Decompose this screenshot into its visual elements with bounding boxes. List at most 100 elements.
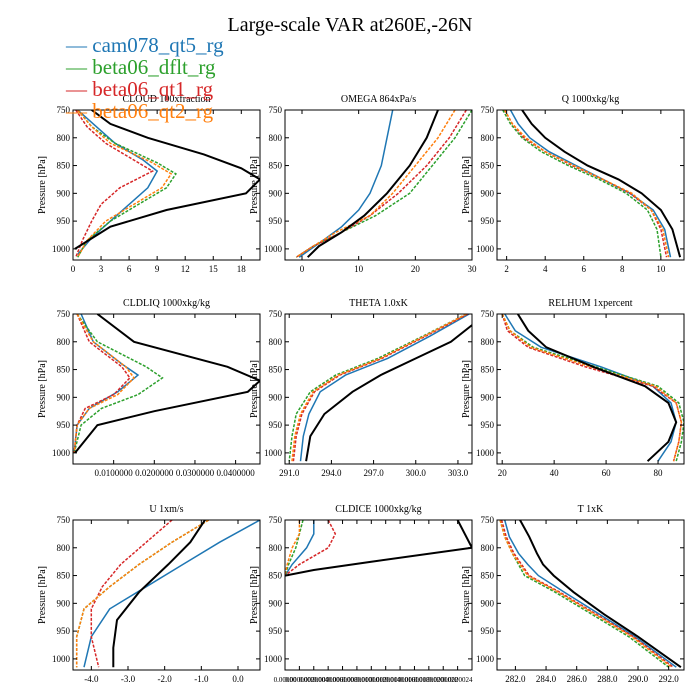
x-tick-label: 0.0000018 bbox=[400, 676, 430, 684]
series-line-observed bbox=[285, 520, 472, 577]
y-tick-label: 850 bbox=[481, 161, 495, 171]
y-tick-label: 850 bbox=[269, 365, 283, 375]
x-tick-label: 288.0 bbox=[597, 674, 618, 684]
x-tick-label: 282.0 bbox=[505, 674, 526, 684]
x-tick-label: 2 bbox=[504, 264, 509, 274]
y-axis-label: Pressure [hPa] bbox=[249, 566, 260, 624]
x-tick-label: 0 bbox=[71, 264, 76, 274]
x-tick-label: 294.0 bbox=[321, 468, 342, 478]
y-tick-label: 1000 bbox=[476, 448, 495, 458]
plot-frame bbox=[72, 109, 261, 261]
x-tick-label: 0.0000008 bbox=[328, 676, 358, 684]
y-tick-label: 950 bbox=[481, 626, 495, 636]
y-tick-label: 900 bbox=[481, 188, 495, 198]
series-line-beta06_qt2_rg bbox=[77, 110, 173, 258]
y-tick-label: 1000 bbox=[52, 654, 71, 664]
plot-frame bbox=[496, 519, 685, 671]
series-line-observed bbox=[74, 110, 260, 250]
series-line-beta06_qt1_rg bbox=[295, 110, 467, 258]
series-line-observed bbox=[112, 520, 206, 668]
x-tick-label: 303.0 bbox=[448, 468, 469, 478]
series-line-observed bbox=[74, 314, 260, 454]
x-tick-label: 6 bbox=[127, 264, 132, 274]
y-tick-label: 900 bbox=[269, 188, 283, 198]
legend-entry-cam078: — cam078_qt5_rg bbox=[66, 33, 224, 57]
x-tick-label: -2.0 bbox=[158, 674, 173, 684]
series-line-beta06_dflt_rg bbox=[77, 110, 177, 258]
x-tick-label: -3.0 bbox=[121, 674, 136, 684]
x-tick-label: 0.0000020 bbox=[414, 676, 444, 684]
x-tick-label: 284.0 bbox=[536, 674, 557, 684]
x-tick-label: 4 bbox=[543, 264, 548, 274]
figure-title: Large-scale VAR at260E,-26N bbox=[227, 14, 473, 36]
y-tick-label: 950 bbox=[57, 420, 71, 430]
y-tick-label: 800 bbox=[269, 133, 283, 143]
plot-frame bbox=[496, 313, 685, 465]
y-tick-label: 850 bbox=[57, 365, 71, 375]
x-tick-label: 0.0 bbox=[232, 674, 244, 684]
x-tick-label: 10 bbox=[656, 264, 666, 274]
panel-title: T 1xK bbox=[578, 504, 604, 515]
x-tick-label: 60 bbox=[602, 468, 612, 478]
series-line-cam078_qt5_rg bbox=[503, 520, 677, 668]
x-tick-label: 0.0000010 bbox=[342, 676, 372, 684]
series-line-beta06_qt2_rg bbox=[295, 110, 456, 258]
y-tick-label: 850 bbox=[269, 571, 283, 581]
series-line-beta06_qt1_rg bbox=[285, 520, 337, 577]
series-line-beta06_dflt_rg bbox=[73, 314, 164, 454]
panel-title: CLOUD 100xfraction bbox=[122, 94, 210, 105]
y-tick-label: 850 bbox=[57, 571, 71, 581]
x-tick-label: 0.0000006 bbox=[313, 676, 343, 684]
plot-frame bbox=[72, 519, 261, 671]
y-tick-label: 750 bbox=[269, 105, 283, 115]
series-line-beta06_qt1_rg bbox=[501, 314, 683, 462]
legend: — cam078_qt5_rg — beta06_dflt_rg — beta0… bbox=[66, 34, 224, 122]
x-tick-label: 0.0000012 bbox=[356, 676, 386, 684]
panel-title: THETA 1.0xK bbox=[349, 298, 408, 309]
y-tick-label: 750 bbox=[481, 105, 495, 115]
x-tick-label: 0 bbox=[300, 264, 305, 274]
series-line-beta06_dflt_rg bbox=[502, 110, 662, 258]
y-axis-label: Pressure [hPa] bbox=[461, 360, 472, 418]
y-tick-label: 800 bbox=[481, 543, 495, 553]
y-tick-label: 800 bbox=[57, 337, 71, 347]
series-line-beta06_qt1_rg bbox=[73, 314, 131, 453]
y-tick-label: 950 bbox=[269, 216, 283, 226]
x-tick-label: -1.0 bbox=[194, 674, 209, 684]
x-tick-label: 292.0 bbox=[659, 674, 680, 684]
y-tick-label: 1000 bbox=[476, 244, 495, 254]
y-tick-label: 800 bbox=[57, 543, 71, 553]
x-tick-label: 286.0 bbox=[567, 674, 588, 684]
y-tick-label: 800 bbox=[57, 133, 71, 143]
y-axis-label: Pressure [hPa] bbox=[461, 566, 472, 624]
x-tick-label: 291.0 bbox=[279, 468, 300, 478]
y-tick-label: 1000 bbox=[264, 448, 283, 458]
y-tick-label: 950 bbox=[481, 420, 495, 430]
legend-entry-beta06-qt2: — beta06_qt2_rg bbox=[66, 99, 214, 123]
x-tick-label: 6 bbox=[582, 264, 587, 274]
x-tick-label: 30 bbox=[468, 264, 478, 274]
series-line-beta06_dflt_rg bbox=[285, 520, 304, 576]
panel-8: 75080085090095010000.000000.00000020.000… bbox=[249, 504, 473, 684]
series-line-beta06_qt2_rg bbox=[285, 520, 301, 576]
series-line-cam078_qt5_rg bbox=[504, 314, 677, 462]
panel-7: 750 800 850 900 950 1000 -4.0 -3.0 -2.0 -1.0 0.0 U … bbox=[37, 504, 261, 684]
x-tick-label: 0.0100000 bbox=[95, 468, 134, 478]
series-line-beta06_qt2_rg bbox=[291, 314, 467, 462]
y-tick-label: 1000 bbox=[264, 654, 283, 664]
y-tick-label: 1000 bbox=[52, 448, 71, 458]
y-tick-label: 850 bbox=[57, 161, 71, 171]
x-tick-label: -4.0 bbox=[84, 674, 99, 684]
y-tick-label: 800 bbox=[481, 133, 495, 143]
y-axis-label: Pressure [hPa] bbox=[37, 566, 48, 624]
x-tick-label: 3 bbox=[99, 264, 104, 274]
x-tick-label: 0.0000022 bbox=[428, 676, 458, 684]
panel-1: 750 800 850 900 950 10000 3 6 9 12 15 18 CLOUD 100xf… bbox=[37, 94, 261, 274]
plot-frame bbox=[284, 109, 473, 261]
y-tick-label: 750 bbox=[269, 309, 283, 319]
y-tick-label: 800 bbox=[269, 543, 283, 553]
y-tick-label: 900 bbox=[57, 598, 71, 608]
y-tick-label: 950 bbox=[269, 420, 283, 430]
x-tick-label: 20 bbox=[498, 468, 508, 478]
y-tick-label: 850 bbox=[481, 571, 495, 581]
